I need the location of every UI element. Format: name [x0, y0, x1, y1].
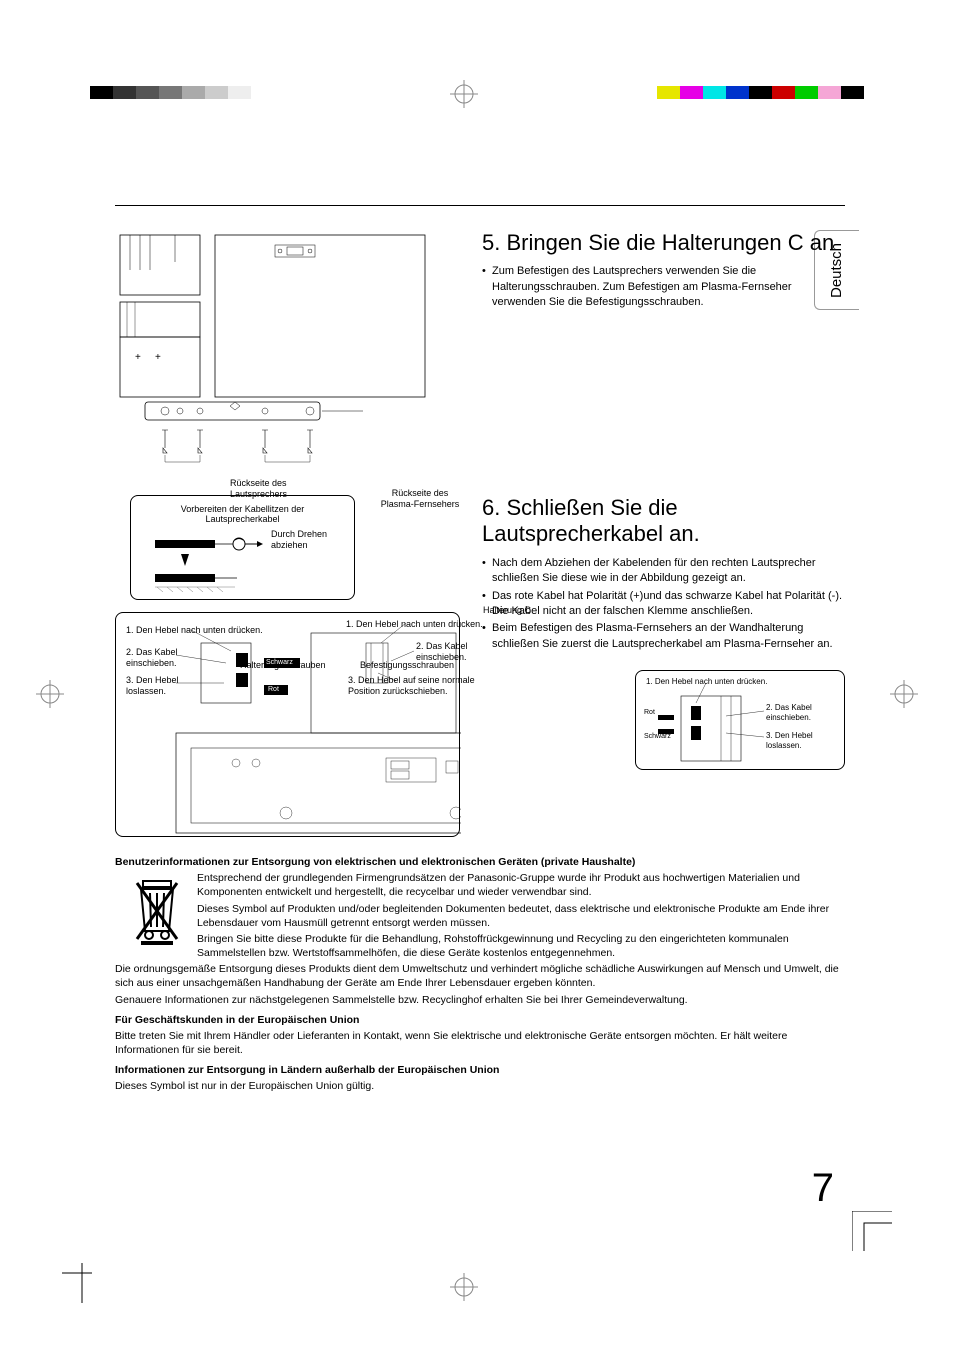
info-title2: Für Geschäftskunden in der Europäischen …	[115, 1013, 845, 1027]
step6-bullet1: Nach dem Abziehen der Kabelenden für den…	[482, 556, 845, 587]
diagram6a-instruction: Durch Drehen abziehen	[271, 529, 341, 551]
diagram6a-title: Vorbereiten der Kabellitzen der Lautspre…	[145, 504, 340, 524]
step6-bullet2: Das rote Kabel hat Polarität (+)und das …	[482, 589, 845, 620]
svg-text:+: +	[155, 352, 161, 363]
disposal-info-section: Benutzerinformationen zur Entsorgung von…	[115, 855, 845, 1094]
page-number: 7	[812, 1166, 834, 1211]
svg-text:+: +	[135, 352, 141, 363]
speaker-terminal-diagram	[116, 613, 461, 838]
print-color-bars-right	[657, 86, 864, 99]
info-p4: Die ordnungsgemäße Entsorgung dieses Pro…	[115, 962, 845, 990]
step6-bullet3: Beim Befestigen des Plasma-Fernsehers an…	[482, 621, 845, 652]
step6-title: 6. Schließen Sie die Lautsprecherkabel a…	[482, 495, 845, 548]
info-p3: Bringen Sie bitte diese Produkte für die…	[115, 932, 845, 960]
info-p6: Bitte treten Sie mit Ihrem Händler oder …	[115, 1029, 845, 1057]
registration-mark	[450, 1273, 478, 1301]
info-p5: Genauere Informationen zur nächstgelegen…	[115, 993, 845, 1007]
weee-bin-icon	[131, 875, 183, 947]
d6b-red: Rot	[268, 686, 279, 694]
crop-mark	[62, 1263, 102, 1303]
info-p2: Dieses Symbol auf Produkten und/oder beg…	[115, 902, 845, 930]
print-color-bars-left	[90, 86, 251, 99]
step5-bullet1: Zum Befestigen des Lautsprechers verwend…	[482, 264, 845, 310]
registration-mark	[450, 80, 478, 108]
info-p1: Entsprechend der grundlegenden Firmengru…	[115, 871, 845, 899]
crop-mark	[852, 1211, 892, 1251]
d6b-black: Schwarz	[266, 659, 293, 667]
info-title1: Benutzerinformationen zur Entsorgung von…	[115, 855, 845, 869]
step5-title: 5. Bringen Sie die Halterungen C an	[482, 230, 845, 256]
registration-mark	[890, 680, 918, 708]
registration-mark	[36, 680, 64, 708]
right-speaker-terminal-icon	[636, 671, 845, 770]
info-title3: Informationen zur Entsorgung in Ländern …	[115, 1063, 845, 1077]
diagram5-tv-label: Rückseite des Plasma-Fernsehers	[375, 488, 465, 510]
diagram-step5: ++	[115, 230, 460, 475]
info-p7: Dieses Symbol ist nur in der Europäische…	[115, 1079, 845, 1093]
